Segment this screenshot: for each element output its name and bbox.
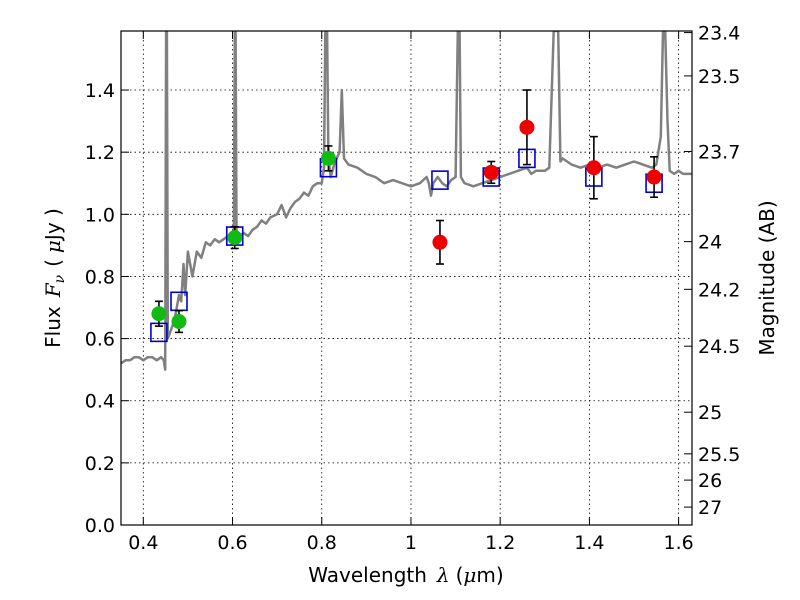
marker-layer: [150, 89, 663, 343]
x-tick-label: 0.8: [307, 532, 337, 554]
x-tick-label: 0.4: [128, 532, 158, 554]
y2-axis-title: Magnitude (AB): [755, 200, 779, 355]
y2-tick-label: 24: [698, 232, 722, 254]
spectrum-line: [121, 31, 692, 371]
y-tick-label: 0.6: [85, 329, 115, 351]
nir-data-point: [586, 160, 602, 176]
y-tick-label: 0.4: [85, 391, 115, 413]
y2-tick-label: 25: [698, 402, 722, 424]
y-axis-title: FluxFν(μJy ): [41, 208, 68, 348]
y-tick-label: 0.0: [85, 515, 115, 537]
y2-tick-label: 25.5: [698, 444, 740, 466]
y2-tick-label: 24.2: [698, 279, 740, 301]
y2-tick-label: 27: [698, 497, 722, 519]
nir-data-point: [519, 119, 535, 135]
y-tick-label: 0.8: [85, 266, 115, 288]
x-axis-title: Wavelength λ (μm): [308, 563, 503, 587]
x-tick-label: 1.4: [574, 532, 604, 554]
x-tick-label: 1.6: [664, 532, 694, 554]
x-tick-label: 1: [405, 532, 417, 554]
nir-data-point: [432, 234, 448, 250]
y-tick-label: 1.4: [85, 80, 115, 102]
tick-layer: 0.4 0.6 0.8 1 1.2 1.4 1.6 0.0 0.2 0.4 0.6 0.8 1.0 1.2…: [85, 23, 741, 554]
y2-tick-label: 24.5: [698, 336, 740, 358]
y-tick-label: 1.2: [85, 142, 115, 164]
x-tick-label: 0.6: [217, 532, 247, 554]
grid: [121, 31, 692, 526]
y2-tick-label: 23.4: [698, 23, 740, 45]
spectrum-layer: [121, 31, 692, 371]
optical-data-point: [320, 150, 336, 166]
nir-data-point: [483, 164, 499, 180]
y-tick-label: 0.2: [85, 453, 115, 475]
nir-data-point: [646, 169, 662, 185]
optical-data-point: [151, 306, 167, 322]
optical-data-point: [227, 230, 243, 246]
y2-tick-label: 23.5: [698, 66, 740, 88]
y-tick-label: 1.0: [85, 204, 115, 226]
plot-frame: [120, 30, 693, 526]
x-tick-label: 1.2: [485, 532, 515, 554]
y2-tick-label: 23.7: [698, 141, 740, 163]
optical-data-point: [171, 313, 187, 329]
model-photometry-square: [431, 170, 449, 190]
y2-tick-label: 26: [698, 470, 722, 492]
